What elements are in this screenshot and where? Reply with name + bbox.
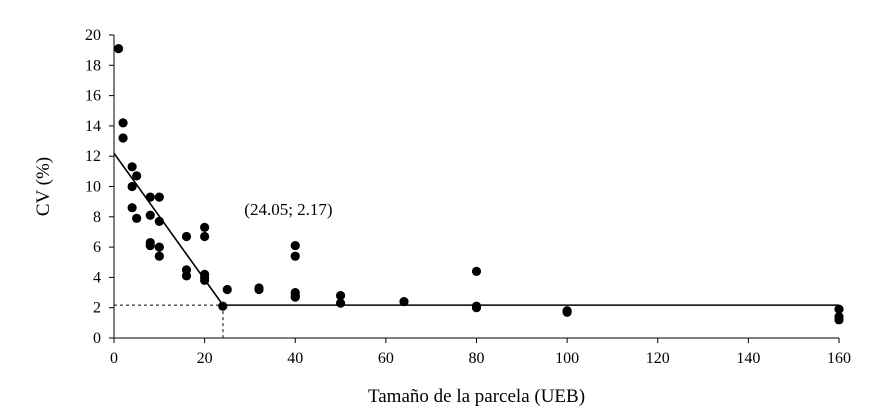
data-point bbox=[132, 171, 142, 181]
data-point bbox=[145, 240, 155, 251]
y-tick-label: 12 bbox=[85, 148, 101, 165]
x-tick-label: 40 bbox=[287, 350, 303, 367]
x-axis-title: Tamaño de la parcela (UEB) bbox=[368, 386, 585, 407]
axes: 0 20 40 60 80 100 120 140 160 0 2 4 6 8 10 12 14 16 18 20 bbox=[85, 27, 851, 367]
data-point bbox=[471, 266, 482, 276]
y-tick-label: 0 bbox=[93, 330, 101, 347]
y-tick-label: 4 bbox=[93, 269, 101, 286]
data-point bbox=[335, 290, 346, 301]
x-tick-label: 120 bbox=[646, 350, 670, 367]
data-point bbox=[218, 301, 228, 311]
data-point bbox=[181, 231, 192, 242]
data-point bbox=[118, 133, 128, 143]
data-point bbox=[118, 118, 128, 128]
y-axis-title: CV (%) bbox=[33, 157, 54, 216]
data-point bbox=[335, 298, 346, 308]
data-point bbox=[154, 242, 164, 252]
data-points bbox=[113, 44, 844, 325]
data-point bbox=[145, 210, 155, 220]
y-tick-label: 20 bbox=[85, 27, 101, 44]
x-tick-label: 140 bbox=[736, 350, 760, 367]
data-point bbox=[154, 192, 164, 202]
chart-labels: (24.05; 2.17) Tamaño de la parcela (UEB) C… bbox=[33, 157, 585, 407]
data-point bbox=[290, 292, 300, 302]
y-tick-label: 10 bbox=[85, 179, 101, 196]
data-point bbox=[127, 162, 137, 172]
data-point bbox=[290, 251, 300, 261]
data-point bbox=[154, 251, 164, 261]
data-point bbox=[200, 222, 210, 233]
data-point bbox=[127, 203, 137, 213]
data-point bbox=[154, 216, 164, 226]
data-point bbox=[200, 275, 210, 286]
data-point bbox=[222, 284, 232, 295]
data-point bbox=[132, 213, 142, 223]
data-point bbox=[145, 192, 155, 202]
y-tick-label: 14 bbox=[85, 118, 101, 135]
data-point bbox=[254, 284, 264, 295]
y-tick-label: 8 bbox=[93, 209, 101, 226]
data-point bbox=[834, 315, 844, 325]
data-point bbox=[562, 307, 572, 317]
y-tick-label: 2 bbox=[93, 300, 101, 317]
y-tick-label: 18 bbox=[85, 57, 101, 74]
data-point bbox=[113, 44, 124, 54]
x-tick-label: 80 bbox=[469, 350, 485, 367]
data-point bbox=[471, 303, 482, 313]
x-tick-label: 100 bbox=[555, 350, 579, 367]
data-point bbox=[834, 304, 844, 314]
x-tick-label: 0 bbox=[110, 350, 118, 367]
breakpoint-annotation: (24.05; 2.17) bbox=[244, 200, 332, 219]
data-point bbox=[290, 240, 300, 251]
y-tick-label: 16 bbox=[85, 88, 101, 105]
data-point bbox=[399, 297, 409, 307]
data-point bbox=[200, 231, 210, 242]
data-point bbox=[181, 271, 192, 281]
data-point bbox=[127, 181, 137, 192]
x-tick-label: 60 bbox=[378, 350, 394, 367]
x-tick-label: 160 bbox=[827, 350, 851, 367]
x-tick-label: 20 bbox=[197, 350, 213, 367]
y-tick-label: 6 bbox=[93, 239, 101, 256]
